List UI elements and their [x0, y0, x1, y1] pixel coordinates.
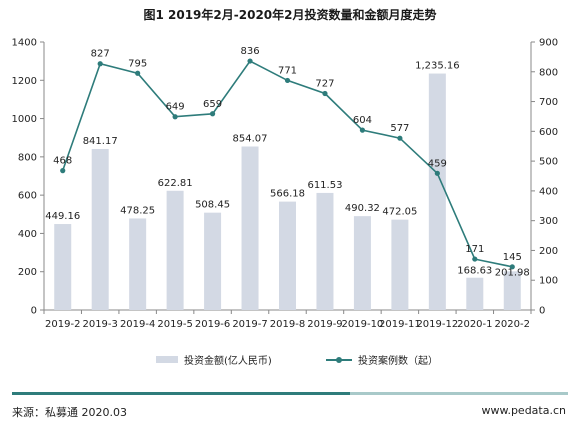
- y-right-tick-label: 600: [539, 127, 558, 138]
- bar-value-label: 1,235.16: [415, 61, 460, 72]
- line-point: [322, 90, 328, 97]
- bar: [316, 192, 334, 310]
- y-left-tick-label: 400: [18, 229, 37, 240]
- bar: [241, 146, 259, 310]
- bar-value-label: 854.07: [233, 134, 268, 145]
- line-point: [135, 70, 141, 76]
- legend-bar-swatch: [156, 356, 178, 363]
- x-tick-label: 2019-10: [342, 319, 384, 330]
- y-left-tick-label: 0: [31, 306, 37, 317]
- y-right-tick-label: 700: [539, 97, 558, 108]
- y-right-tick-label: 500: [539, 157, 558, 168]
- bar: [503, 271, 521, 310]
- line-point: [397, 135, 403, 141]
- line-value-label: 827: [91, 49, 110, 60]
- line-value-label: 795: [128, 58, 147, 69]
- bar-value-label: 490.32: [345, 203, 380, 214]
- bar: [391, 219, 409, 310]
- bar: [91, 148, 109, 310]
- line-point: [209, 111, 216, 117]
- chart-title: 图1 2019年2月-2020年2月投资数量和金额月度走势: [143, 8, 437, 22]
- y-left-tick-label: 600: [18, 191, 37, 202]
- line-point: [472, 256, 478, 262]
- y-left-tick-label: 1200: [12, 76, 37, 87]
- x-tick-label: 2019-6: [195, 319, 230, 330]
- line-value-label: 171: [465, 244, 484, 255]
- bar: [353, 216, 371, 310]
- legend-line-label: 投资案例数（起）: [358, 356, 438, 367]
- line-point: [247, 58, 253, 64]
- line-point: [172, 114, 178, 120]
- y-left-tick-label: 1000: [12, 114, 37, 125]
- line-point: [434, 170, 440, 176]
- bar: [466, 277, 484, 310]
- y-right-tick-label: 800: [539, 67, 558, 78]
- y-right-tick-label: 200: [539, 246, 558, 257]
- x-tick-label: 2019-11: [379, 319, 421, 330]
- y-right-tick-label: 900: [539, 38, 558, 49]
- x-tick-label: 2019-5: [157, 319, 192, 330]
- x-tick-label: 2019-2: [45, 319, 80, 330]
- y-right-tick-label: 0: [539, 306, 545, 317]
- bar: [204, 212, 222, 310]
- footer-website: www.pedata.cn: [481, 404, 566, 417]
- legend-line-swatch: [326, 356, 352, 363]
- line-value-label: 459: [428, 158, 447, 169]
- y-left-tick-label: 1400: [12, 38, 37, 49]
- line-value-label: 659: [203, 99, 222, 110]
- footer-divider: [12, 392, 568, 395]
- bar-value-label: 622.81: [158, 178, 193, 189]
- line-value-label: 468: [53, 156, 72, 167]
- legend-item-line: 投资案例数（起）: [326, 352, 438, 367]
- footer-divider-tail: [350, 392, 568, 395]
- line-point: [359, 127, 366, 133]
- bar-value-label: 201.98: [495, 267, 530, 278]
- bar: [428, 73, 446, 310]
- y-right-tick-label: 100: [539, 276, 558, 287]
- bar-value-label: 508.45: [195, 200, 230, 211]
- bar: [54, 224, 72, 310]
- x-tick-label: 2019-12: [416, 319, 458, 330]
- line-point: [97, 61, 103, 67]
- x-tick-label: 2019-4: [120, 319, 155, 330]
- line-value-label: 577: [390, 123, 409, 134]
- y-right-tick-label: 400: [539, 186, 558, 197]
- bar-value-label: 566.18: [270, 189, 305, 200]
- line-point: [509, 264, 515, 270]
- line-point: [284, 77, 291, 84]
- x-tick-label: 2020-1: [457, 319, 492, 330]
- x-tick-label: 2019-8: [270, 319, 305, 330]
- y-left-tick-label: 200: [18, 267, 37, 278]
- bar: [129, 218, 147, 310]
- bar-value-label: 478.25: [120, 205, 155, 216]
- chart-legend: 投资金额(亿人民币) 投资案例数（起）: [0, 352, 580, 368]
- bar-value-label: 449.16: [45, 211, 80, 222]
- bar: [279, 201, 296, 310]
- x-tick-label: 2019-9: [307, 319, 342, 330]
- bar: [166, 190, 184, 310]
- line-value-label: 771: [278, 65, 297, 76]
- y-left-tick-label: 800: [18, 152, 37, 163]
- bar-value-label: 168.63: [457, 266, 492, 277]
- combo-chart: 0 200 400 600 800 1000 1200 1400 0 100 200 300 400 50…: [12, 38, 559, 331]
- x-tick-label: 2020-2: [495, 319, 530, 330]
- line-value-label: 836: [240, 46, 259, 57]
- bar-value-label: 841.17: [83, 136, 118, 147]
- line-value-label: 649: [166, 102, 185, 113]
- bar-value-label: 611.53: [307, 180, 342, 191]
- bar-value-label: 472.05: [382, 207, 417, 218]
- line-point: [60, 168, 66, 174]
- line-value-label: 604: [353, 115, 372, 126]
- line-value-label: 727: [315, 79, 334, 90]
- legend-item-bar: 投资金额(亿人民币): [156, 352, 272, 367]
- y-right-tick-label: 300: [539, 216, 558, 227]
- line-value-label: 145: [503, 252, 522, 263]
- legend-bar-label: 投资金额(亿人民币): [184, 356, 272, 367]
- x-tick-label: 2019-7: [232, 319, 267, 330]
- footer-source: 来源：私募通 2020.03: [12, 406, 127, 419]
- x-tick-label: 2019-3: [82, 319, 117, 330]
